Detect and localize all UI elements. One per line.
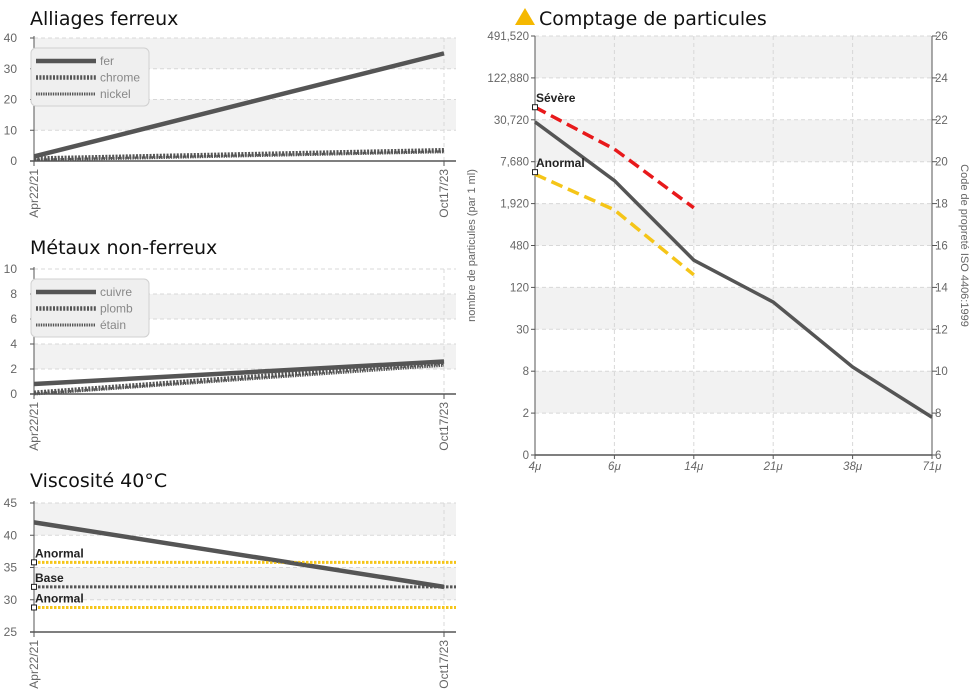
- plot-band: [535, 36, 932, 78]
- legend-label: plomb: [100, 302, 133, 316]
- y-tick-label: 6: [10, 312, 17, 326]
- legend-label: fer: [100, 54, 114, 68]
- series-line-Anormal: [534, 172, 695, 277]
- y-tick-label: 30: [4, 62, 18, 76]
- y2-tick-label: 22: [935, 115, 948, 127]
- y-tick-label: 20: [4, 93, 18, 107]
- y-tick-label: 7,680: [500, 157, 529, 169]
- series-line-fer: [33, 51, 445, 159]
- reference-label: Anormal: [35, 546, 84, 560]
- y-axis-label: nombre de particules (par 1 ml): [466, 169, 478, 322]
- x-tick-label: Oct17/23: [437, 640, 451, 689]
- x-tick-label: 71μ: [922, 461, 942, 473]
- y-tick-label: 120: [510, 282, 529, 294]
- x-tick-label: Apr22/21: [27, 640, 41, 689]
- y-tick-label: 0: [523, 450, 529, 462]
- series-line-étain: [33, 363, 445, 396]
- y-tick-label: 0: [10, 154, 17, 168]
- legend-label: étain: [100, 318, 126, 332]
- threshold-label: Anormal: [536, 156, 585, 170]
- x-tick-label: Apr22/21: [27, 402, 41, 451]
- x-tick-label: 6μ: [608, 461, 621, 473]
- x-tick-label: 14μ: [684, 461, 704, 473]
- y-tick-label: 480: [510, 241, 529, 253]
- series-line-Sévère: [534, 105, 695, 210]
- legend-label: chrome: [100, 71, 140, 85]
- y-tick-label: 25: [4, 625, 18, 639]
- threshold-marker: [532, 104, 538, 111]
- chart-viscosite: 25 30 35 40 45 Apr22/21 Oct17/23 Viscosité 40°C…: [4, 470, 456, 689]
- threshold-label: Sévère: [536, 91, 576, 105]
- y-tick-label: 1,920: [500, 199, 529, 211]
- reference-marker: [31, 559, 37, 566]
- y-tick-label: 10: [4, 123, 18, 137]
- y-tick-label: 122,880: [487, 73, 529, 85]
- series-line-nickel: [33, 150, 445, 162]
- series-line-chrome: [33, 147, 445, 161]
- plot-band: [34, 503, 456, 536]
- y-tick-label: 10: [4, 262, 18, 276]
- chart-title: Métaux non-ferreux: [30, 237, 217, 259]
- y2-tick-label: 10: [935, 366, 948, 378]
- y2-tick-label: 6: [935, 450, 941, 462]
- y2-axis-label: Code de propreté ISO 4406:1999: [958, 164, 970, 327]
- y2-tick-label: 8: [935, 408, 941, 420]
- warning-triangle-icon: [515, 8, 535, 25]
- legend-label: cuivre: [100, 285, 132, 299]
- y-tick-label: 30: [4, 593, 18, 607]
- x-tick-label: 38μ: [843, 461, 863, 473]
- chart-title: Alliages ferreux: [30, 8, 178, 30]
- chart-ferreux: 0 10 20 30 40 Apr22/21 Oct17/23 Alliages ferreu…: [4, 8, 456, 218]
- plot-band: [34, 567, 456, 600]
- y2-tick-label: 18: [935, 199, 948, 211]
- y-tick-label: 0: [10, 387, 17, 401]
- y-tick-label: 30,720: [494, 115, 529, 127]
- chart-particules: 6 0 8 2 10 8 12 30 14 120 16 480 18 1,920 20 7,680 22 30,…: [466, 8, 970, 473]
- legend: fer chrome nickel: [30, 47, 150, 107]
- series-line-cuivre: [33, 359, 445, 387]
- chart-title: Comptage de particules: [539, 8, 767, 30]
- y-tick-label: 30: [516, 324, 529, 336]
- reference-label: Base: [35, 571, 64, 585]
- series-line-plomb: [33, 360, 445, 395]
- reference-label: Anormal: [35, 591, 84, 605]
- chart-title: Viscosité 40°C: [30, 470, 167, 492]
- y-tick-label: 8: [10, 287, 17, 301]
- y-tick-label: 2: [523, 408, 529, 420]
- y-tick-label: 40: [4, 528, 18, 542]
- y-tick-label: 4: [10, 337, 17, 351]
- reference-marker: [31, 604, 37, 611]
- y2-tick-label: 12: [935, 324, 948, 336]
- y2-tick-label: 20: [935, 157, 948, 169]
- y2-tick-label: 14: [935, 282, 948, 294]
- y-tick-label: 2: [10, 362, 17, 376]
- y-tick-label: 45: [4, 496, 18, 510]
- chart-nonferreux: 0 2 4 6 8 10 Apr22/21 Oct17/23 Métaux non-ferreu…: [4, 237, 456, 451]
- x-tick-label: 21μ: [763, 461, 784, 473]
- y2-tick-label: 16: [935, 241, 948, 253]
- legend-label: nickel: [100, 87, 131, 101]
- plot-band: [535, 371, 932, 414]
- series-line-comptage: [533, 120, 933, 419]
- x-tick-label: Apr22/21: [27, 169, 41, 218]
- y-tick-label: 491,520: [487, 31, 529, 43]
- legend: cuivre plomb étain: [30, 278, 150, 338]
- y-tick-label: 8: [523, 366, 529, 378]
- x-tick-label: Oct17/23: [437, 402, 451, 451]
- series-line-viscosity: [33, 520, 445, 589]
- y-tick-label: 35: [4, 561, 18, 575]
- x-tick-label: 4μ: [529, 461, 542, 473]
- y2-tick-label: 24: [935, 73, 948, 85]
- x-tick-label: Oct17/23: [437, 169, 451, 218]
- reference-marker: [31, 583, 37, 590]
- plot-band: [535, 287, 932, 330]
- y2-tick-label: 26: [935, 31, 948, 43]
- plot-band: [535, 119, 932, 162]
- y-tick-label: 40: [4, 31, 18, 45]
- plot-band: [535, 203, 932, 246]
- threshold-marker: [532, 169, 538, 176]
